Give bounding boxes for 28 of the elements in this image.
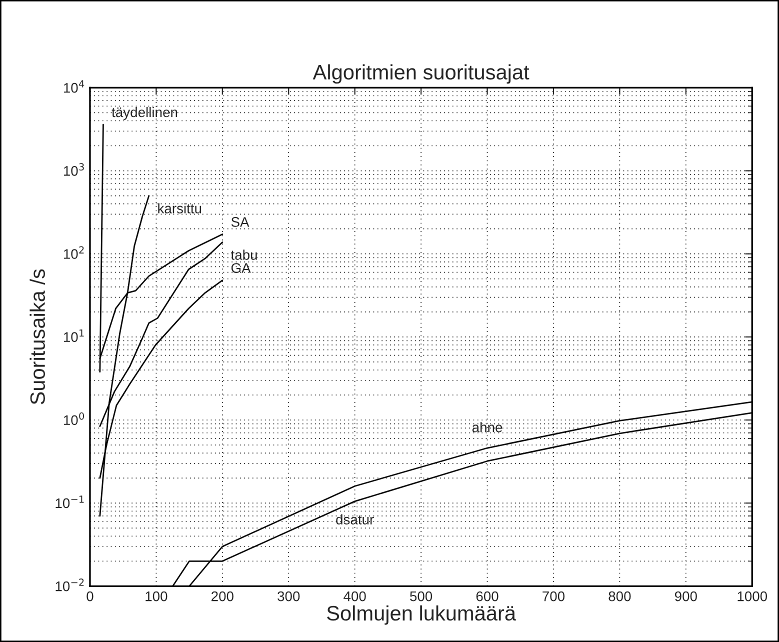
y-tick-label: 10$^{0}$ xyxy=(64,412,84,426)
x-tick-label: 1000 xyxy=(738,591,768,602)
x-tick-label: 0 xyxy=(86,591,94,602)
x-tick-label: 300 xyxy=(278,591,300,602)
series-label: ahne xyxy=(472,422,502,432)
series-label: täydellinen xyxy=(112,106,178,120)
y-tick-label: 10$^{2}$ xyxy=(64,246,84,259)
y-tick-label: 10$^{1}$ xyxy=(64,329,84,342)
x-tick-label: 500 xyxy=(410,591,432,602)
x-tick-label: 200 xyxy=(212,591,234,602)
y-tick-label: 10$^{−1}$ xyxy=(56,496,84,508)
x-tick-label: 400 xyxy=(344,591,366,602)
y-tick-label: 10$^{4}$ xyxy=(64,80,84,93)
y-tick-label: 10$^{3}$ xyxy=(64,163,84,176)
series-label: GA xyxy=(231,263,251,273)
chart-title: Algoritmien suoritusajat xyxy=(312,64,530,84)
x-tick-label: 100 xyxy=(146,591,168,602)
x-axis-title: Solmujen lukumäärä xyxy=(327,605,516,625)
y-tick-label: 10$^{−2}$ xyxy=(56,578,84,592)
x-tick-label: 700 xyxy=(542,591,565,602)
x-tick-label: 600 xyxy=(476,591,498,602)
series-label: tabu xyxy=(230,250,257,260)
series-label: dsatur xyxy=(336,514,374,524)
series-label: karsittu xyxy=(158,203,202,214)
x-tick-label: 800 xyxy=(608,591,631,602)
x-tick-label: 900 xyxy=(674,591,697,602)
series-label: SA xyxy=(231,217,250,227)
y-axis-title: Suoritusaika /s xyxy=(30,269,46,404)
